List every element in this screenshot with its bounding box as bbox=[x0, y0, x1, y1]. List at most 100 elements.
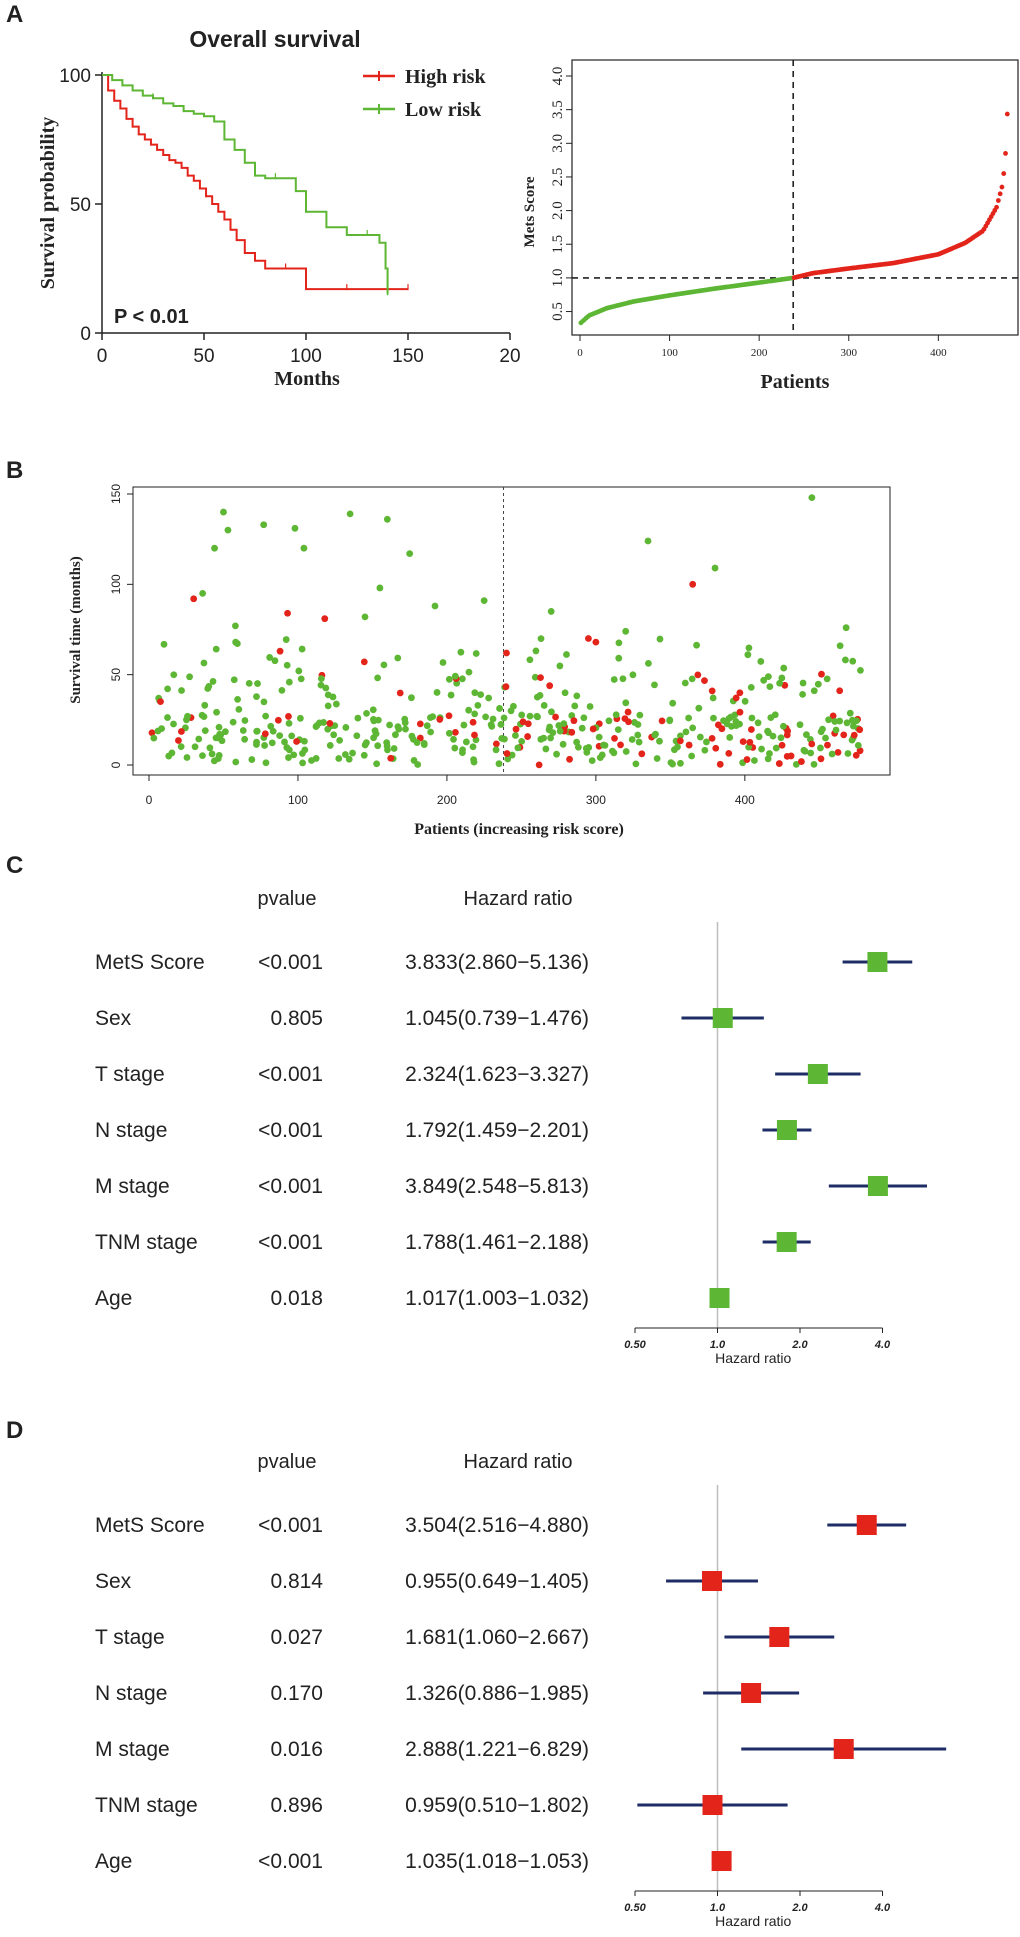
surv-point-alive bbox=[200, 659, 208, 667]
surv-point-alive bbox=[394, 654, 402, 662]
d-row-pvalue: <0.001 bbox=[258, 1850, 323, 1873]
surv-point-dead bbox=[743, 756, 751, 763]
surv-point-dead bbox=[712, 744, 720, 752]
surv-point-alive bbox=[772, 744, 780, 752]
surv-point-dead bbox=[326, 719, 334, 727]
survival-scatter-chart: Survival time (months) Patients (increas… bbox=[68, 484, 891, 838]
surv-point-alive bbox=[465, 706, 473, 714]
surv-point-alive bbox=[447, 691, 455, 699]
surv-point-alive bbox=[431, 602, 439, 610]
surv-point-dead bbox=[747, 726, 755, 733]
surv-point-dead bbox=[617, 741, 624, 749]
c-row-hr-marker bbox=[867, 1176, 888, 1196]
forest-plot-c: pvalue Hazard ratio 0.50 1.0 2.0 4.0 Hazard ra… bbox=[95, 888, 927, 1366]
panel-label-c: C bbox=[6, 852, 23, 879]
surv-point-dead bbox=[274, 716, 282, 724]
surv-point-alive bbox=[555, 722, 563, 729]
surv-point-alive bbox=[186, 673, 193, 681]
surv-y-tick-label: 50 bbox=[109, 668, 123, 682]
surv-point-alive bbox=[748, 714, 756, 722]
surv-point-dead bbox=[714, 721, 722, 729]
surv-point-dead bbox=[492, 740, 500, 748]
surv-point-alive bbox=[609, 747, 616, 755]
surv-point-alive bbox=[628, 736, 636, 743]
surv-point-alive bbox=[688, 752, 696, 760]
d-row-variable: M stage bbox=[95, 1738, 170, 1761]
surv-point-alive bbox=[689, 724, 697, 732]
surv-point-alive bbox=[206, 744, 214, 752]
surv-point-alive bbox=[757, 658, 765, 665]
surv-point-alive bbox=[563, 651, 570, 658]
surv-point-alive bbox=[283, 744, 291, 751]
surv-point-dead bbox=[775, 760, 783, 767]
surv-point-alive bbox=[586, 703, 594, 710]
surv-point-alive bbox=[345, 755, 353, 763]
c-row-hazard-ratio: 2.324(1.623−3.327) bbox=[405, 1063, 589, 1086]
mets-plot-frame bbox=[571, 59, 1019, 336]
surv-point-dead bbox=[148, 729, 156, 737]
surv-point-alive bbox=[474, 701, 482, 709]
surv-point-dead bbox=[589, 725, 597, 733]
d-row-hazard-ratio: 0.959(0.510−1.802) bbox=[405, 1794, 589, 1817]
surv-point-alive bbox=[300, 544, 308, 552]
surv-point-dead bbox=[676, 737, 684, 745]
high-risk-curve bbox=[102, 74, 408, 291]
surv-point-alive bbox=[231, 622, 239, 630]
surv-point-dead bbox=[396, 689, 404, 697]
surv-point-alive bbox=[573, 692, 581, 700]
surv-point-alive bbox=[170, 671, 178, 679]
d-axis-tick-label: 1.0 bbox=[710, 1902, 726, 1914]
surv-point-alive bbox=[199, 589, 207, 597]
surv-point-alive bbox=[518, 737, 526, 745]
km-y-tick-label: 50 bbox=[70, 195, 91, 216]
surv-xlabel: Patients (increasing risk score) bbox=[414, 821, 624, 838]
mets-y-tick-label: 3.5 bbox=[550, 100, 566, 119]
surv-point-alive bbox=[295, 667, 303, 675]
surv-point-alive bbox=[260, 521, 268, 529]
mets-point-high-risk bbox=[1001, 171, 1007, 176]
km-chart: Overall survival Survival probability Mo… bbox=[37, 26, 521, 390]
surv-point-alive bbox=[615, 654, 623, 662]
surv-point-alive bbox=[363, 739, 370, 747]
surv-point-alive bbox=[695, 704, 703, 712]
surv-point-alive bbox=[536, 692, 544, 699]
surv-point-alive bbox=[778, 674, 786, 682]
surv-point-alive bbox=[266, 654, 274, 661]
surv-point-alive bbox=[439, 659, 447, 666]
d-axis-label: Hazard ratio bbox=[715, 1913, 791, 1929]
surv-point-alive bbox=[747, 683, 755, 691]
surv-point-dead bbox=[798, 758, 805, 765]
surv-point-alive bbox=[669, 699, 677, 707]
surv-point-alive bbox=[462, 738, 470, 746]
surv-point-alive bbox=[744, 651, 752, 659]
d-row-hr-marker bbox=[702, 1795, 723, 1815]
surv-point-dead bbox=[694, 671, 702, 679]
surv-point-alive bbox=[571, 702, 579, 710]
surv-point-alive bbox=[799, 690, 806, 698]
mets-score-chart: Mets Score Patients 0 100 200 300 400 0.5 1.0 1… bbox=[522, 59, 1019, 393]
c-axis-tick-label: 0.50 bbox=[624, 1339, 646, 1351]
c-row-hr-marker bbox=[776, 1120, 797, 1140]
surv-point-alive bbox=[160, 640, 168, 648]
d-row-hr-marker bbox=[833, 1739, 854, 1759]
surv-point-alive bbox=[710, 714, 717, 722]
surv-x-tick-label: 200 bbox=[437, 793, 457, 807]
surv-point-alive bbox=[846, 709, 854, 717]
surv-point-alive bbox=[803, 731, 810, 739]
c-header-pvalue: pvalue bbox=[258, 888, 317, 910]
surv-point-alive bbox=[685, 714, 692, 722]
surv-point-alive bbox=[406, 550, 414, 558]
surv-point-alive bbox=[598, 751, 606, 759]
c-row-pvalue: <0.001 bbox=[258, 1063, 323, 1086]
surv-point-dead bbox=[746, 738, 754, 746]
surv-point-alive bbox=[230, 676, 238, 684]
surv-point-alive bbox=[496, 705, 503, 712]
surv-point-alive bbox=[501, 735, 508, 743]
surv-point-alive bbox=[260, 698, 268, 706]
surv-point-alive bbox=[317, 675, 325, 683]
surv-point-alive bbox=[471, 710, 479, 718]
surv-point-alive bbox=[253, 727, 261, 735]
surv-point-alive bbox=[542, 745, 550, 753]
surv-point-alive bbox=[825, 716, 832, 724]
surv-point-alive bbox=[612, 711, 620, 719]
